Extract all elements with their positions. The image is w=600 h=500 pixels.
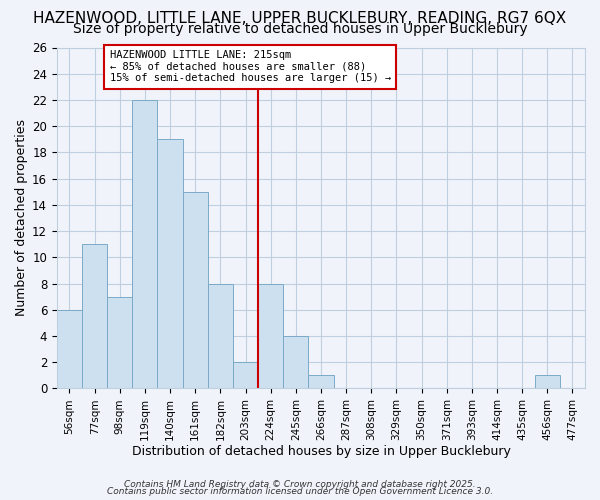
Bar — [82, 244, 107, 388]
Text: Contains public sector information licensed under the Open Government Licence 3.: Contains public sector information licen… — [107, 487, 493, 496]
Bar — [157, 140, 182, 388]
Bar — [182, 192, 208, 388]
Bar — [308, 376, 334, 388]
Text: HAZENWOOD, LITTLE LANE, UPPER BUCKLEBURY, READING, RG7 6QX: HAZENWOOD, LITTLE LANE, UPPER BUCKLEBURY… — [34, 11, 566, 26]
Bar — [133, 100, 157, 388]
Bar — [233, 362, 258, 388]
Bar — [107, 296, 133, 388]
Bar — [208, 284, 233, 389]
X-axis label: Distribution of detached houses by size in Upper Bucklebury: Distribution of detached houses by size … — [131, 444, 511, 458]
Bar — [57, 310, 82, 388]
Bar — [535, 376, 560, 388]
Y-axis label: Number of detached properties: Number of detached properties — [15, 120, 28, 316]
Text: Contains HM Land Registry data © Crown copyright and database right 2025.: Contains HM Land Registry data © Crown c… — [124, 480, 476, 489]
Text: Size of property relative to detached houses in Upper Bucklebury: Size of property relative to detached ho… — [73, 22, 527, 36]
Text: HAZENWOOD LITTLE LANE: 215sqm
← 85% of detached houses are smaller (88)
15% of s: HAZENWOOD LITTLE LANE: 215sqm ← 85% of d… — [110, 50, 391, 84]
Bar — [258, 284, 283, 389]
Bar — [283, 336, 308, 388]
